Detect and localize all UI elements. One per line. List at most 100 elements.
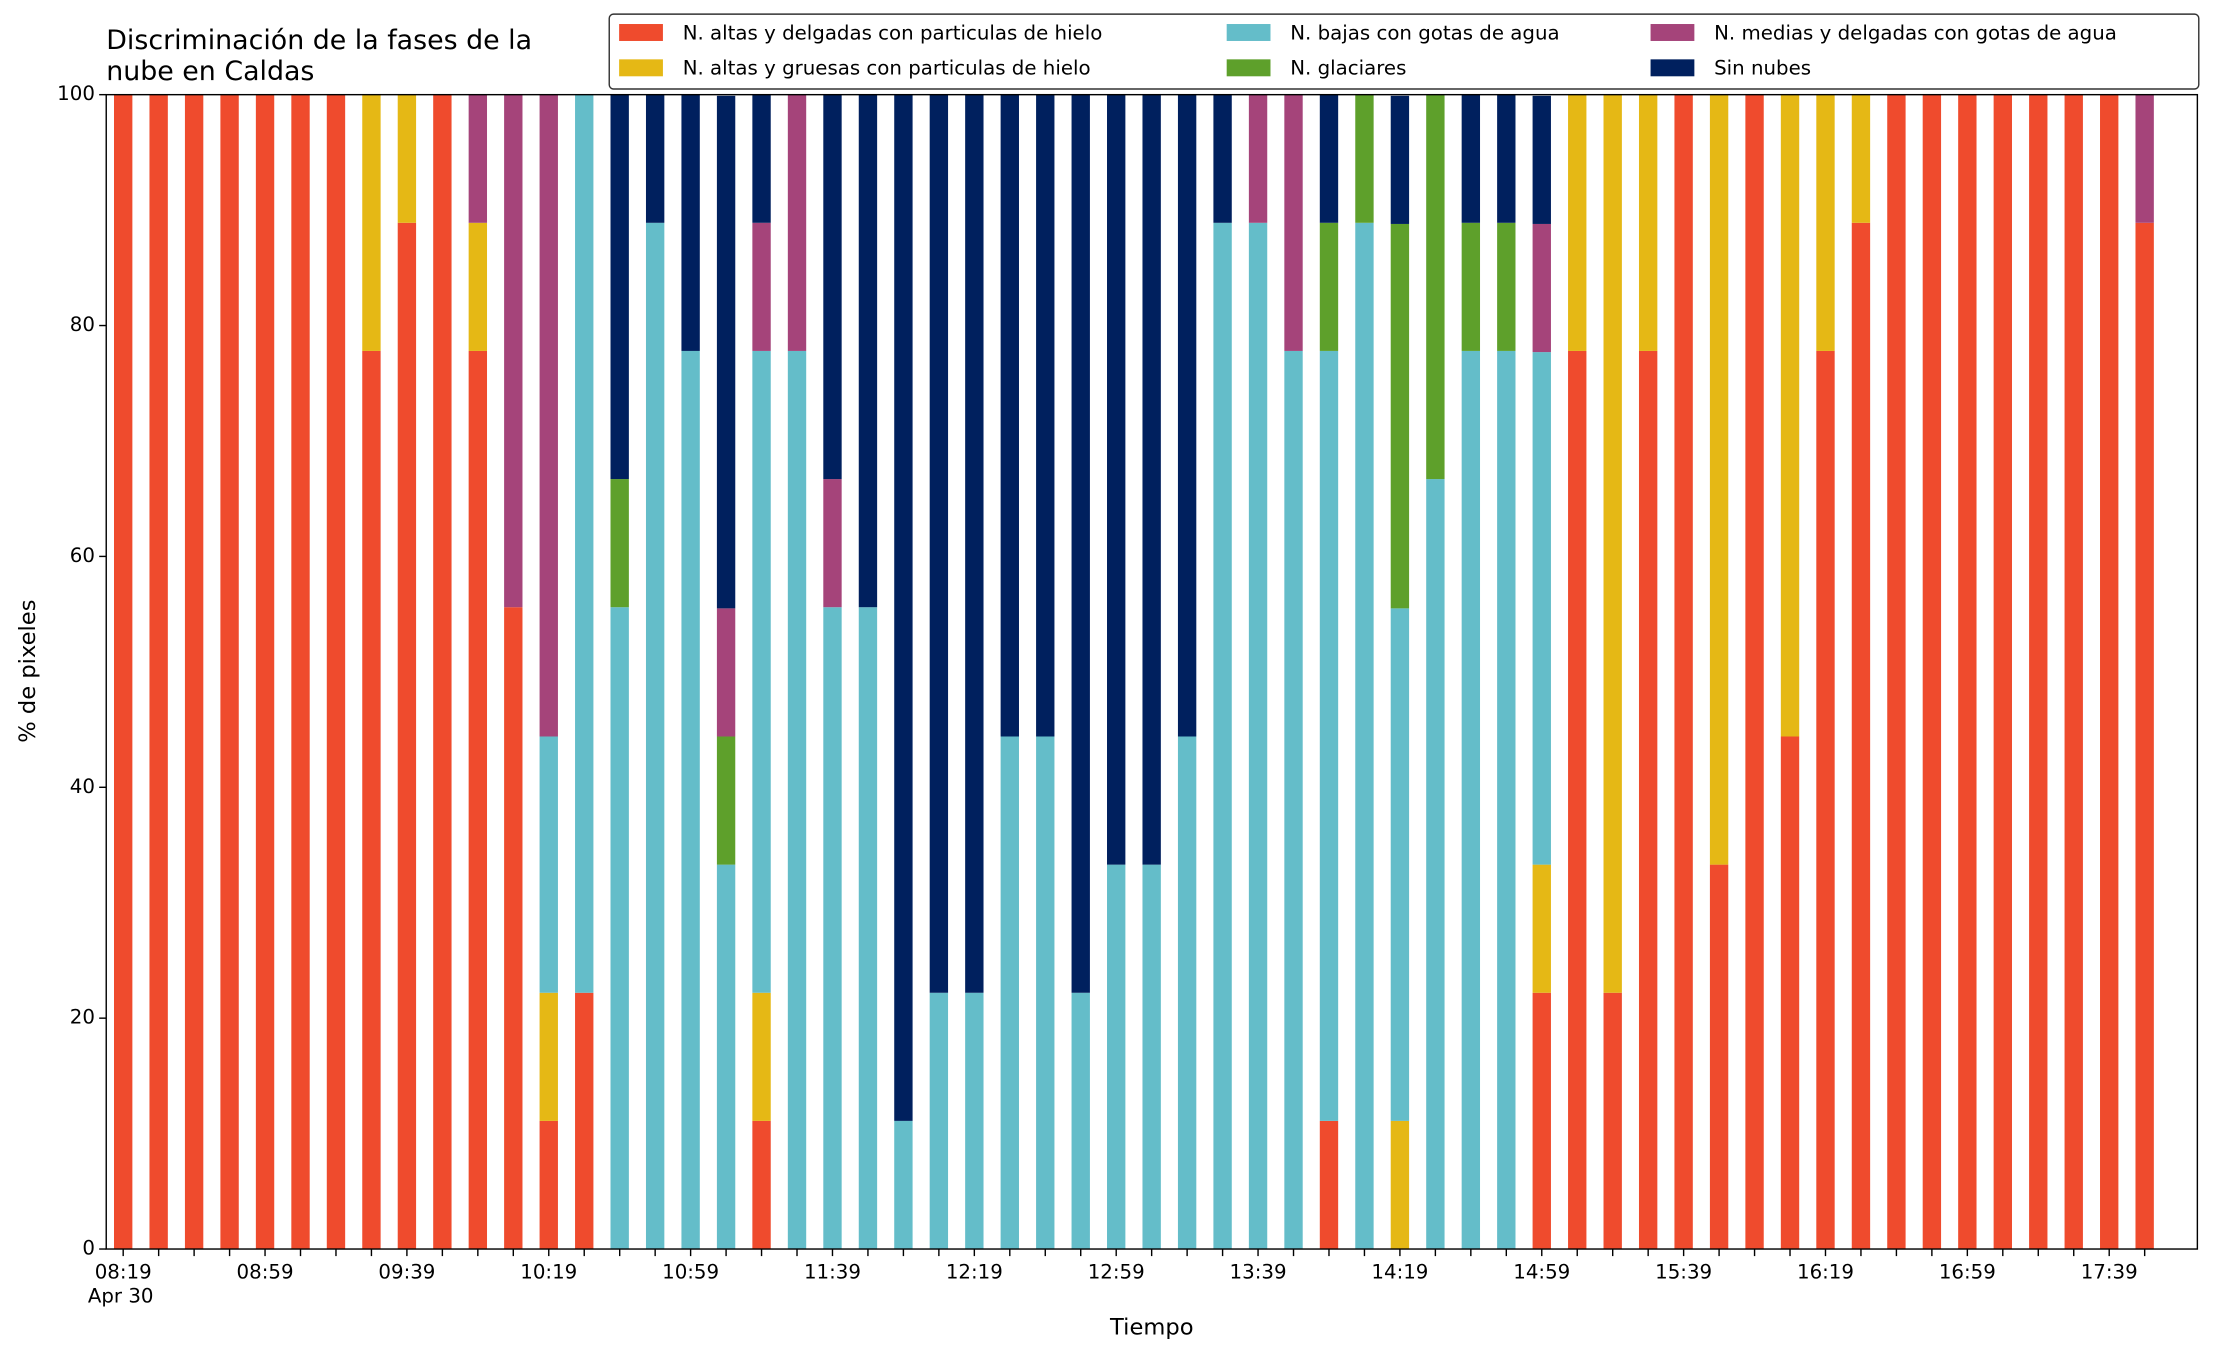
bar-segment [1638, 94, 1658, 351]
bar-segment [1213, 222, 1232, 1250]
bar-segment [362, 350, 381, 1250]
bar-segment [610, 607, 629, 1250]
bar-segment [326, 94, 346, 1250]
legend-label: N. altas y delgadas con particulas de hi… [683, 21, 1103, 44]
bar-segment [1851, 222, 1871, 1250]
bar-segment [1887, 94, 1906, 1250]
bar-segment [1390, 95, 1410, 224]
legend-swatch [1226, 59, 1271, 77]
bar-segment [1497, 350, 1516, 1250]
bar-segment [1532, 223, 1551, 353]
bar-segment [894, 1120, 913, 1250]
bar-segment [504, 607, 523, 1250]
x-tick-label: 14:59 [1513, 1261, 1570, 1284]
bar-segment [1497, 94, 1516, 223]
bar-segment [362, 94, 381, 351]
bar-segment [433, 94, 452, 1250]
x-tick-label: 16:19 [1797, 1261, 1854, 1284]
bar-segment [610, 479, 629, 608]
bar-segment [468, 222, 488, 351]
bar-segment [752, 992, 771, 1121]
bar-segment [2135, 94, 2154, 223]
bar-segment [1638, 350, 1658, 1250]
bar-segment [539, 1120, 558, 1250]
x-tick-label: 17:39 [2081, 1261, 2138, 1284]
bar-segment [1319, 94, 1339, 223]
bar-segment [2100, 94, 2119, 1250]
legend-swatch [1650, 24, 1695, 41]
bar-segment [1532, 864, 1551, 993]
bar-segment [752, 94, 771, 223]
y-tick-label: 0 [82, 1237, 95, 1260]
x-tick-label: 09:39 [378, 1261, 435, 1284]
bar-segment [858, 94, 878, 608]
x-tick-label: 12:59 [1088, 1261, 1145, 1284]
bar-segment [539, 736, 558, 993]
legend-swatch [619, 59, 663, 77]
bar-segment [1426, 94, 1445, 480]
x-tick-label: 08:59 [237, 1261, 294, 1284]
bar-segment [1780, 736, 1800, 1250]
bar-segment [1107, 864, 1126, 1250]
bar-segment [1780, 94, 1800, 737]
bar-segment [291, 94, 310, 1250]
x-tick-label: 16:59 [1939, 1261, 1996, 1284]
bar-segment [823, 607, 842, 1250]
legend-label: N. glaciares [1290, 57, 1406, 80]
bar-segment [1177, 736, 1197, 1250]
legend-swatch [1226, 24, 1271, 41]
x-tick-label: 13:39 [1230, 1261, 1287, 1284]
bar-segment [539, 94, 558, 737]
bar-segment [1284, 94, 1303, 351]
bar-segment [1674, 94, 1693, 1250]
x-axis-label: Tiempo [1109, 1315, 1193, 1341]
legend-label: N. altas y gruesas con particulas de hie… [683, 57, 1091, 80]
bar-segment [1319, 350, 1339, 1121]
bar-segment [716, 608, 736, 737]
bar-segment [2135, 222, 2154, 1250]
bar-segment [1603, 94, 1622, 993]
bar-segment [1000, 94, 1019, 737]
bar-segment [114, 94, 133, 1250]
bar-segment [1142, 94, 1161, 865]
bar-segment [1000, 736, 1019, 1250]
bar-segment [1107, 94, 1126, 865]
bar-segment [1319, 222, 1339, 351]
legend-swatch [1650, 59, 1695, 77]
y-tick-label: 100 [57, 82, 95, 105]
bar-segment [1461, 222, 1481, 351]
plot-frame [105, 93, 2199, 1250]
bar-segment [752, 222, 771, 351]
bar-segment [1248, 94, 1268, 223]
bar-segment [1461, 350, 1481, 1250]
bar-segment [1426, 479, 1445, 1250]
bar-segment [681, 94, 700, 351]
bar-segment [1816, 94, 1835, 351]
x-tick-label: 11:39 [804, 1261, 861, 1284]
bar-segment [645, 222, 665, 1250]
bar-segment [1071, 992, 1090, 1250]
bar-segment [965, 992, 984, 1250]
bar-segment [716, 95, 736, 609]
bar-segment [1071, 94, 1090, 993]
bar-segment [1036, 736, 1055, 1250]
x-tick-label: 10:59 [662, 1261, 719, 1284]
bar-segment [1958, 94, 1977, 1250]
bar-segment [468, 94, 488, 223]
legend-label: N. bajas con gotas de agua [1290, 21, 1559, 44]
bar-segment [504, 94, 523, 608]
bar-segment [255, 94, 275, 1250]
bar-segment [1284, 350, 1303, 1250]
legend-label: Sin nubes [1714, 57, 1811, 80]
bar-segment [2029, 94, 2048, 1250]
bar-segment [1745, 94, 1764, 1250]
bar-segment [1993, 94, 2012, 1250]
bar-segment [894, 94, 913, 1121]
bar-segment [1532, 352, 1551, 865]
bar-segment [1568, 350, 1587, 1250]
bar-segment [1248, 222, 1268, 1250]
y-axis-label: % de pixeles [15, 600, 41, 743]
bar-segment [752, 350, 771, 993]
bar-segment [575, 94, 594, 993]
